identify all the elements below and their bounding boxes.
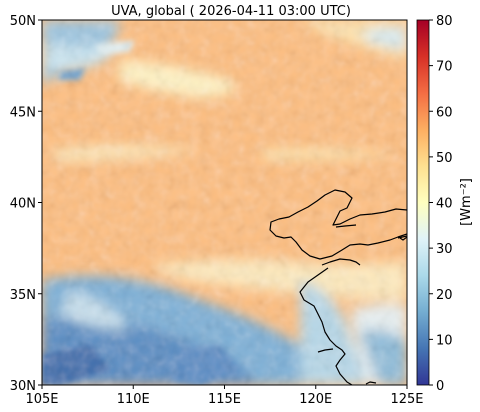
colorbar-tick-label: 60 xyxy=(436,105,453,120)
y-tick-label: 30N xyxy=(10,379,36,394)
colorbar-ticks: 0 10 20 30 40 50 60 70 80 xyxy=(429,14,453,394)
colorbar-tick-label: 70 xyxy=(436,60,453,75)
x-tick-label: 115E xyxy=(208,392,241,407)
colorbar-gradient xyxy=(416,19,430,386)
colorbar-tick-label: 40 xyxy=(436,197,453,212)
coastline xyxy=(269,189,407,385)
y-tick-label: 35N xyxy=(10,288,36,303)
colorbar-label: [Wm⁻²] xyxy=(459,178,474,226)
y-tick-label: 40N xyxy=(10,197,36,212)
y-axis: 30N 35N 40N 45N 50N xyxy=(10,14,42,394)
uva-field xyxy=(42,20,407,385)
x-axis: 105E 110E 115E 120E 125E xyxy=(25,385,424,407)
colorbar-tick-label: 10 xyxy=(436,333,453,348)
x-tick-label: 125E xyxy=(390,392,423,407)
colorbar-tick-label: 50 xyxy=(436,151,453,166)
colorbar: 0 10 20 30 40 50 60 70 80 [Wm⁻²] xyxy=(416,14,474,394)
map-title: UVA, global ( 2026-04-11 03:00 UTC) xyxy=(111,4,351,19)
colorbar-tick-label: 20 xyxy=(436,288,453,303)
x-tick-label: 110E xyxy=(117,392,150,407)
y-tick-label: 50N xyxy=(10,14,36,29)
colorbar-tick-label: 0 xyxy=(436,379,444,394)
x-tick-label: 120E xyxy=(299,392,332,407)
y-tick-label: 45N xyxy=(10,105,36,120)
colorbar-tick-label: 80 xyxy=(436,14,453,29)
colorbar-tick-label: 30 xyxy=(436,242,453,257)
x-tick-label: 105E xyxy=(25,392,58,407)
